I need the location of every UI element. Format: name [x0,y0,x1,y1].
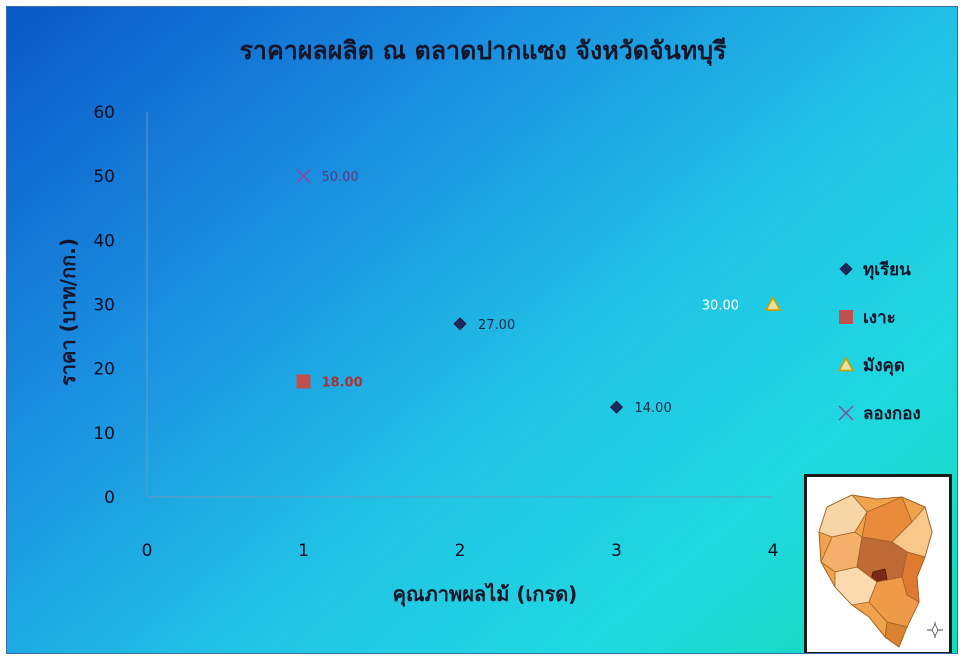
data-label: 27.00 [478,318,515,333]
legend-marker-triangle [837,356,855,372]
legend-label: มังคุด [863,356,905,376]
x-tick-label: 1 [298,541,309,561]
y-tick-label: 0 [104,488,115,508]
x-tick-label: 3 [611,541,622,561]
chart-area: ราคาผลผลิต ณ ตลาดปากแซง จังหวัดจันทบุรี … [6,6,958,654]
chanthaburi-map-icon [818,494,943,648]
data-label: 18.00 [322,376,363,391]
data-point-diamond [609,400,624,414]
y-tick-label: 30 [93,296,115,316]
legend-marker-x [838,405,854,421]
scatter-chart: ราคาผลผลิต ณ ตลาดปากแซง จังหวัดจันทบุรี … [56,36,921,607]
legend-marker-square [839,310,853,324]
x-tick-label: 4 [768,541,779,561]
x-tick-label: 2 [455,541,466,561]
y-tick-label: 60 [93,103,115,123]
y-tick-label: 20 [93,360,115,380]
data-label: 30.00 [702,299,739,314]
data-label: 50.00 [322,170,359,185]
data-label: 14.00 [635,401,672,416]
y-axis-title: ราคา (บาท/กก.) [56,238,80,386]
y-tick-label: 40 [93,231,115,251]
chart-title: ราคาผลผลิต ณ ตลาดปากแซง จังหวัดจันทบุรี [240,36,728,67]
y-tick-label: 10 [93,424,115,444]
data-point-diamond [453,317,467,331]
data-point-x [296,168,311,184]
legend-label: เงาะ [863,308,896,328]
legend-label: ทุเรียน [863,259,911,280]
y-tick-label: 50 [93,167,115,187]
legend-label: ลองกอง [863,404,921,424]
province-map-image [804,474,952,653]
data-points: 27.00 14.00 18.00 30.00 50.00 [296,168,782,416]
x-tick-label: 0 [142,541,153,561]
data-point-triangle [764,295,782,311]
legend-marker-diamond [839,262,853,276]
data-point-square [296,374,311,389]
x-axis-title: คุณภาพผลไม้ (เกรด) [393,582,578,607]
